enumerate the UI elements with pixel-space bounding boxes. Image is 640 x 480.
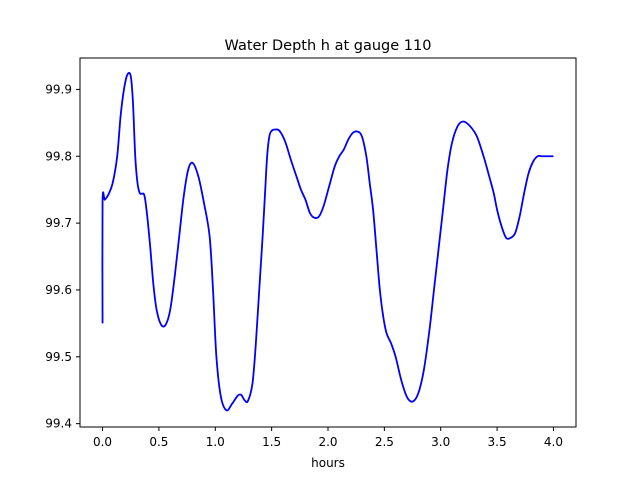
plot-area	[101, 71, 554, 412]
x-tick-label: 3.0	[431, 435, 450, 449]
y-tick-label: 99.5	[45, 350, 72, 364]
x-tick-label: 0.5	[149, 435, 168, 449]
x-tick-label: 4.0	[544, 435, 563, 449]
series-line-0	[101, 71, 554, 412]
x-tick-label: 1.0	[206, 435, 225, 449]
x-tick-label: 1.5	[262, 435, 281, 449]
y-tick-label: 99.6	[45, 283, 72, 297]
x-tick-label: 2.0	[318, 435, 337, 449]
y-tick-label: 99.4	[45, 417, 72, 431]
y-tick-label: 99.9	[45, 82, 72, 96]
y-tick-label: 99.8	[45, 149, 72, 163]
y-axis: 99.4 99.5 99.6 99.7 99.8 99.9	[45, 82, 80, 431]
x-tick-label: 0.0	[93, 435, 112, 449]
y-tick-label: 99.7	[45, 216, 72, 230]
chart-title: Water Depth h at gauge 110	[225, 38, 432, 54]
x-tick-label: 2.5	[375, 435, 394, 449]
x-axis-label: hours	[311, 456, 345, 470]
x-tick-label: 3.5	[488, 435, 507, 449]
x-axis: 0.0 0.5 1.0 1.5 2.0 2.5 3.0 3.5 4.0	[93, 427, 563, 449]
